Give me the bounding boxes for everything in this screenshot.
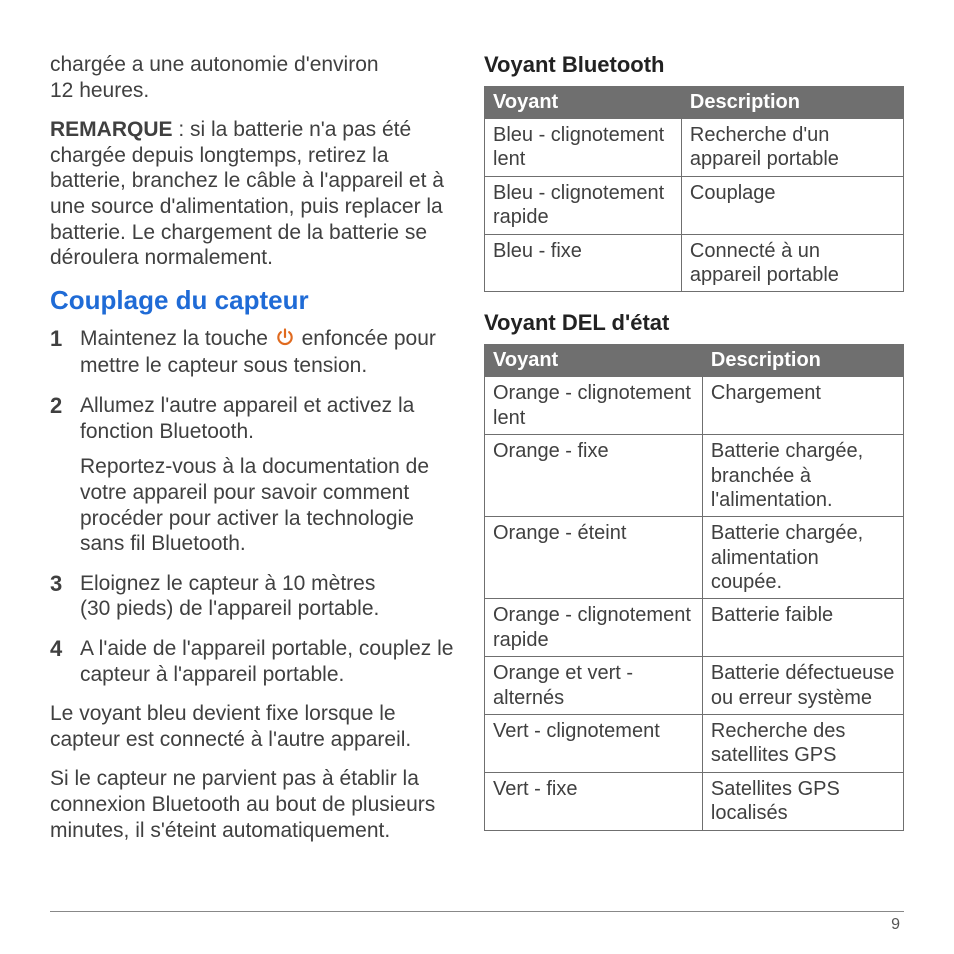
page-number: 9 bbox=[50, 912, 904, 934]
status-led-title: Voyant DEL d'état bbox=[484, 310, 904, 336]
intro-paragraph: chargée a une autonomie d'environ 12 heu… bbox=[50, 52, 460, 103]
bluetooth-led-table: Voyant Description Bleu - clignotement l… bbox=[484, 86, 904, 292]
step-1-text-a: Maintenez la touche bbox=[80, 327, 274, 350]
led-th-description: Description bbox=[702, 345, 903, 377]
left-column: chargée a une autonomie d'environ 12 heu… bbox=[50, 52, 460, 905]
step-3-text: Eloignez le capteur à 10 mètres (30 pied… bbox=[80, 571, 460, 622]
section-title-couplage: Couplage du capteur bbox=[50, 285, 460, 316]
after-steps-p1: Le voyant bleu devient fixe lorsque le c… bbox=[50, 701, 460, 752]
table-row: Orange - clignotement lentChargement bbox=[485, 377, 904, 435]
table-row: Bleu - clignotement lentRecherche d'un a… bbox=[485, 119, 904, 177]
remark-label: REMARQUE bbox=[50, 118, 173, 141]
after-steps-p2: Si le capteur ne parvient pas à établir … bbox=[50, 766, 460, 843]
led-th-voyant: Voyant bbox=[485, 345, 703, 377]
table-row: Vert - fixeSatellites GPS localisés bbox=[485, 772, 904, 830]
bluetooth-led-title: Voyant Bluetooth bbox=[484, 52, 904, 78]
right-column: Voyant Bluetooth Voyant Description Bleu… bbox=[484, 52, 904, 905]
table-row: Bleu - fixeConnecté à un appareil portab… bbox=[485, 234, 904, 292]
bt-th-voyant: Voyant bbox=[485, 87, 682, 119]
table-row: Orange - éteintBatterie chargée, aliment… bbox=[485, 517, 904, 599]
step-2: Allumez l'autre appareil et activez la f… bbox=[50, 393, 460, 557]
step-4: A l'aide de l'appareil portable, couplez… bbox=[50, 636, 460, 687]
remark-paragraph: REMARQUE : si la batterie n'a pas été ch… bbox=[50, 117, 460, 271]
step-1: Maintenez la touche enfoncée pour mettre… bbox=[50, 326, 460, 379]
steps-list: Maintenez la touche enfoncée pour mettre… bbox=[50, 326, 460, 687]
step-4-text: A l'aide de l'appareil portable, couplez… bbox=[80, 636, 460, 687]
status-led-table: Voyant Description Orange - clignotement… bbox=[484, 344, 904, 830]
table-row: Vert - clignotementRecherche des satelli… bbox=[485, 715, 904, 773]
table-row: Orange - fixeBatterie chargée, branchée … bbox=[485, 435, 904, 517]
step-2-text-b: Reportez-vous à la documentation de votr… bbox=[80, 454, 460, 556]
table-row: Bleu - clignotement rapideCouplage bbox=[485, 176, 904, 234]
table-row: Orange et vert - alternésBatterie défect… bbox=[485, 657, 904, 715]
power-icon bbox=[275, 327, 295, 354]
bt-th-description: Description bbox=[681, 87, 903, 119]
step-2-text-a: Allumez l'autre appareil et activez la f… bbox=[80, 393, 460, 444]
table-row: Orange - clignotement rapideBatterie fai… bbox=[485, 599, 904, 657]
step-3: Eloignez le capteur à 10 mètres (30 pied… bbox=[50, 571, 460, 622]
